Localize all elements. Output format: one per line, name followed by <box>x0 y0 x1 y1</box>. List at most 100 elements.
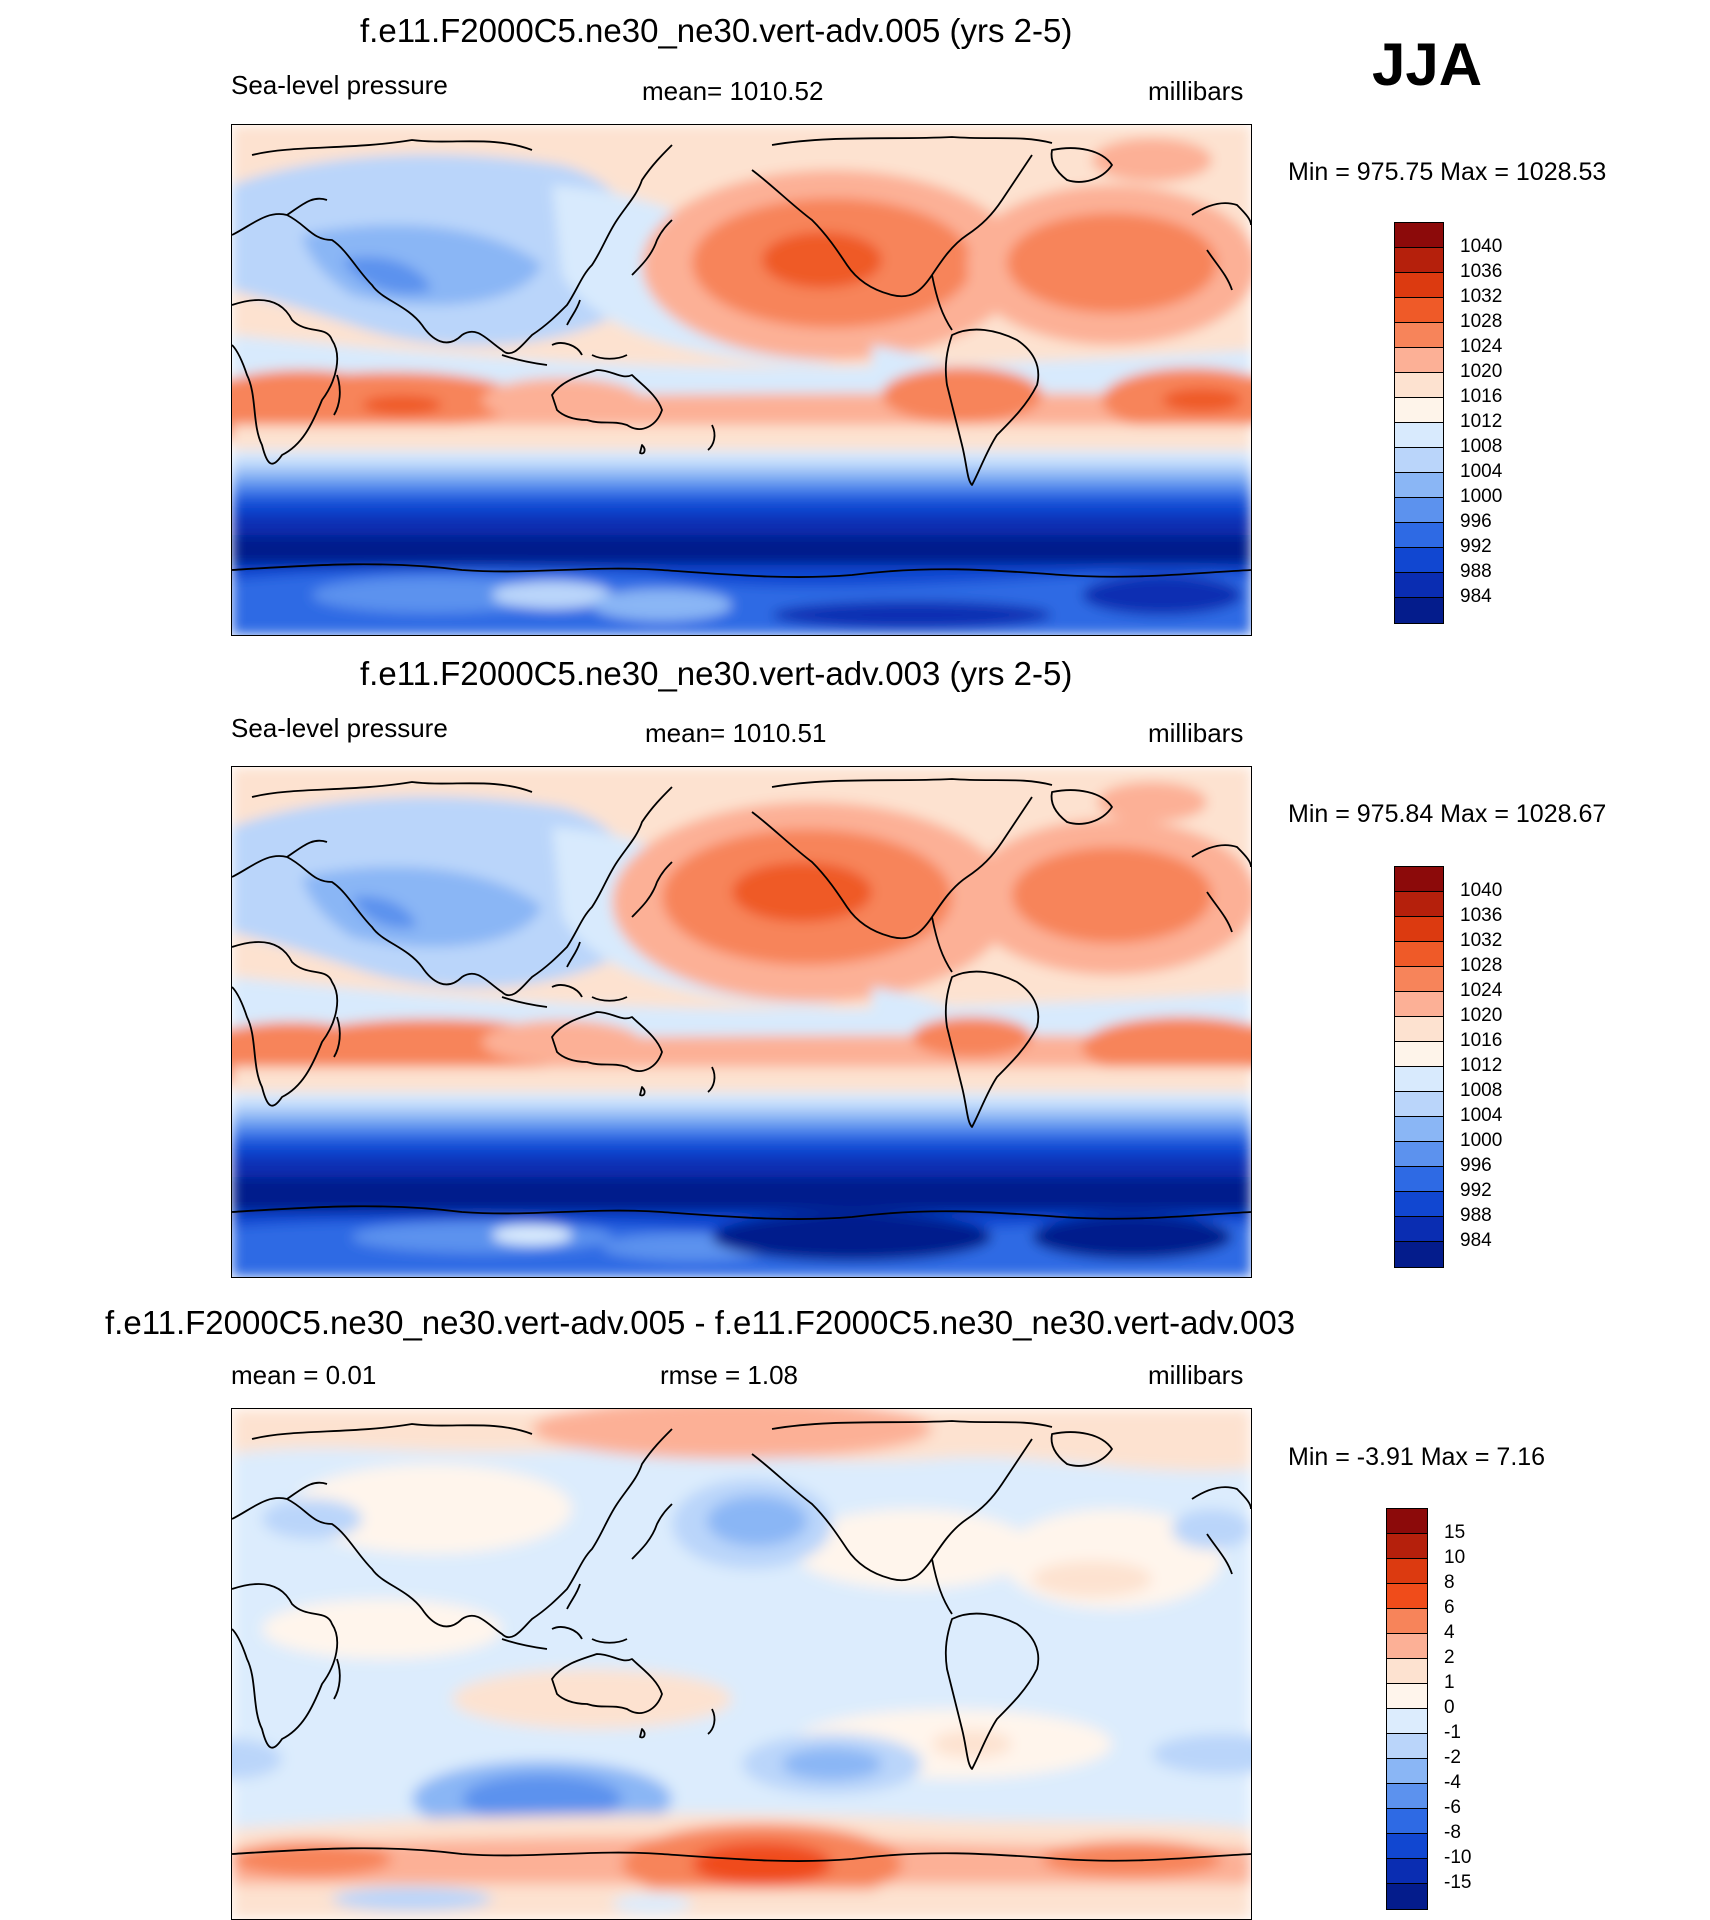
panel-3-units-label: millibars <box>1148 1360 1244 1390</box>
colorbar-swatch <box>1395 992 1443 1017</box>
colorbar-tick-label: 1024 <box>1460 336 1503 357</box>
colorbar-swatch <box>1395 573 1443 598</box>
colorbar-tick-label: 996 <box>1460 1155 1492 1176</box>
panel-3-title: f.e11.F2000C5.ne30_ne30.vert-adv.005 - f… <box>105 1304 1296 1341</box>
season-label: JJA <box>1372 31 1483 98</box>
colorbar-swatch <box>1395 917 1443 942</box>
colorbar-swatch <box>1395 373 1443 398</box>
colorbar-tick-label: 4 <box>1444 1622 1455 1643</box>
colorbar-tick-label: -1 <box>1444 1722 1461 1743</box>
colorbar-tick-label: -8 <box>1444 1822 1461 1843</box>
colorbar-swatch <box>1387 1609 1427 1634</box>
colorbar-swatch <box>1387 1709 1427 1734</box>
colorbar-swatch <box>1387 1684 1427 1709</box>
colorbar-tick-label: 1004 <box>1460 1105 1503 1126</box>
panel-1-map <box>231 124 1252 636</box>
colorbar-tick-label: 1016 <box>1460 1030 1503 1051</box>
panel-3-colorbar <box>1386 1508 1428 1910</box>
colorbar-tick-label: 6 <box>1444 1597 1455 1618</box>
panel-3-map <box>231 1408 1252 1920</box>
colorbar-tick-label: 0 <box>1444 1697 1455 1718</box>
colorbar-tick-label: 1008 <box>1460 1080 1503 1101</box>
colorbar-tick-label: 984 <box>1460 1230 1492 1251</box>
colorbar-tick-label: 1016 <box>1460 386 1503 407</box>
colorbar-swatch <box>1387 1634 1427 1659</box>
colorbar-tick-label: 1040 <box>1460 880 1503 901</box>
colorbar-swatch <box>1387 1759 1427 1784</box>
colorbar-tick-label: 1040 <box>1460 236 1503 257</box>
colorbar-swatch <box>1395 448 1443 473</box>
colorbar-swatch <box>1395 348 1443 373</box>
panel-1-title: f.e11.F2000C5.ne30_ne30.vert-adv.005 (yr… <box>360 12 1073 49</box>
colorbar-swatch <box>1387 1509 1427 1534</box>
colorbar-tick-label: 1032 <box>1460 930 1503 951</box>
colorbar-tick-label: 15 <box>1444 1522 1466 1543</box>
colorbar-tick-label: 10 <box>1444 1547 1466 1568</box>
colorbar-swatch <box>1395 1142 1443 1167</box>
colorbar-swatch <box>1395 1067 1443 1092</box>
panel-2-coastlines <box>232 778 1251 1220</box>
colorbar-tick-label: -10 <box>1444 1847 1472 1868</box>
colorbar-swatch <box>1387 1584 1427 1609</box>
colorbar-tick-label: -4 <box>1444 1772 1461 1793</box>
panel-1-mean-label: mean= 1010.52 <box>642 76 824 106</box>
panel-3-colorbar-labels: 15 10 8 6 4 2 1 0 -1 -2 -4 -6 -8 -10 -15 <box>1444 1508 1524 1908</box>
colorbar-tick-label: 1032 <box>1460 286 1503 307</box>
panel-2-map <box>231 766 1252 1278</box>
colorbar-swatch <box>1395 273 1443 298</box>
colorbar-tick-label: 1 <box>1444 1672 1455 1693</box>
colorbar-swatch <box>1395 1092 1443 1117</box>
colorbar-swatch <box>1395 1017 1443 1042</box>
colorbar-swatch <box>1395 398 1443 423</box>
colorbar-tick-label: 992 <box>1460 536 1492 557</box>
colorbar-swatch <box>1395 548 1443 573</box>
panel-3-minmax: Min = -3.91 Max = 7.16 <box>1288 1443 1546 1471</box>
colorbar-swatch <box>1395 248 1443 273</box>
colorbar-swatch <box>1395 298 1443 323</box>
panel-3-mean-label: mean = 0.01 <box>231 1360 377 1390</box>
colorbar-swatch <box>1395 523 1443 548</box>
panel-3-coastlines <box>232 1420 1251 1862</box>
colorbar-swatch <box>1395 1042 1443 1067</box>
panel-2-units-label: millibars <box>1148 718 1244 748</box>
colorbar-tick-label: 1024 <box>1460 980 1503 1001</box>
colorbar-swatch <box>1387 1834 1427 1859</box>
colorbar-tick-label: -15 <box>1444 1872 1472 1893</box>
colorbar-swatch <box>1395 1167 1443 1192</box>
colorbar-swatch <box>1387 1734 1427 1759</box>
colorbar-swatch <box>1395 1117 1443 1142</box>
colorbar-swatch <box>1395 473 1443 498</box>
panel-2-mean-label: mean= 1010.51 <box>645 718 827 748</box>
colorbar-swatch <box>1395 1217 1443 1242</box>
colorbar-swatch <box>1387 1659 1427 1684</box>
colorbar-tick-label: 1004 <box>1460 461 1503 482</box>
colorbar-swatch <box>1395 598 1443 623</box>
colorbar-tick-label: 1036 <box>1460 905 1503 926</box>
colorbar-swatch <box>1395 967 1443 992</box>
panel-2-variable-label: Sea-level pressure <box>231 713 448 743</box>
colorbar-swatch <box>1387 1559 1427 1584</box>
panel-2-pressure-field <box>232 767 1251 1277</box>
panel-3-difference-field <box>232 1409 1251 1919</box>
colorbar-tick-label: 988 <box>1460 1205 1492 1226</box>
panel-2-colorbar <box>1394 866 1444 1268</box>
colorbar-swatch <box>1395 498 1443 523</box>
panel-1-colorbar <box>1394 222 1444 624</box>
colorbar-tick-label: 992 <box>1460 1180 1492 1201</box>
panel-1-pressure-field <box>232 125 1251 635</box>
panel-1-minmax: Min = 975.75 Max = 1028.53 <box>1288 158 1607 186</box>
colorbar-tick-label: 988 <box>1460 561 1492 582</box>
colorbar-swatch <box>1395 323 1443 348</box>
colorbar-swatch <box>1395 423 1443 448</box>
colorbar-swatch <box>1395 892 1443 917</box>
colorbar-tick-label: 2 <box>1444 1647 1455 1668</box>
colorbar-tick-label: 984 <box>1460 586 1492 607</box>
colorbar-tick-label: 1000 <box>1460 486 1503 507</box>
colorbar-tick-label: 1028 <box>1460 311 1503 332</box>
colorbar-tick-label: -6 <box>1444 1797 1461 1818</box>
colorbar-tick-label: 1028 <box>1460 955 1503 976</box>
colorbar-swatch <box>1387 1859 1427 1884</box>
colorbar-tick-label: 996 <box>1460 511 1492 532</box>
colorbar-tick-label: -2 <box>1444 1747 1461 1768</box>
panel-2-minmax: Min = 975.84 Max = 1028.67 <box>1288 800 1607 828</box>
